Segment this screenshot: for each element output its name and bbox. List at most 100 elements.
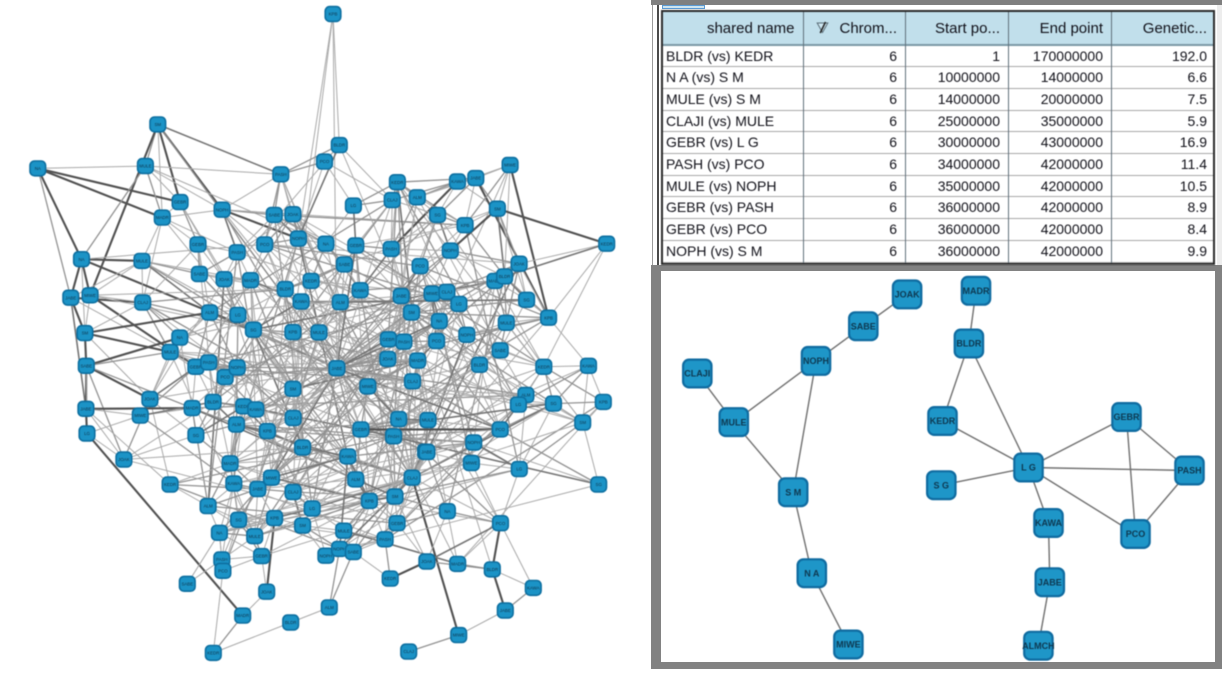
svg-text:MIWE: MIWE xyxy=(504,163,516,168)
svg-text:PASH: PASH xyxy=(385,247,397,252)
svg-text:MIWE: MIWE xyxy=(134,413,146,418)
svg-text:N A: N A xyxy=(804,568,820,578)
svg-text:SM: SM xyxy=(155,122,162,127)
svg-text:SG: SG xyxy=(550,401,557,406)
svg-text:MADR: MADR xyxy=(236,613,249,618)
svg-text:NOPH: NOPH xyxy=(460,332,473,337)
svg-text:BLDR: BLDR xyxy=(486,567,498,572)
svg-text:LG: LG xyxy=(309,506,315,511)
svg-text:PCO: PCO xyxy=(415,264,425,269)
svg-text:KAWA: KAWA xyxy=(1035,518,1063,528)
svg-text:SG: SG xyxy=(434,213,441,218)
svg-text:JOAK: JOAK xyxy=(261,589,273,594)
svg-text:BLDR: BLDR xyxy=(956,339,981,349)
svg-text:JOAK: JOAK xyxy=(513,261,525,266)
svg-text:SM: SM xyxy=(299,523,306,528)
svg-text:KPB: KPB xyxy=(365,499,374,504)
svg-text:SG: SG xyxy=(523,297,530,302)
svg-text:MIWE: MIWE xyxy=(426,291,438,296)
svg-text:PASH: PASH xyxy=(203,360,215,365)
svg-text:GEBR: GEBR xyxy=(355,427,367,432)
svg-text:KEDR: KEDR xyxy=(164,482,176,487)
svg-text:JOAK: JOAK xyxy=(894,290,920,300)
svg-text:SABE: SABE xyxy=(347,550,359,555)
svg-text:MADR: MADR xyxy=(156,215,169,220)
svg-text:NOPH: NOPH xyxy=(333,547,346,552)
svg-text:JOAK: JOAK xyxy=(382,357,394,362)
svg-text:CLAJ: CLAJ xyxy=(137,300,148,305)
svg-text:JABE: JABE xyxy=(331,366,342,371)
svg-text:MADR: MADR xyxy=(186,406,199,411)
svg-text:JABE: JABE xyxy=(500,608,511,613)
svg-text:KAWA: KAWA xyxy=(527,586,540,591)
svg-text:JOAK: JOAK xyxy=(421,559,433,564)
svg-text:MIWE: MIWE xyxy=(84,293,96,298)
svg-text:PCO: PCO xyxy=(218,568,228,573)
svg-text:NA: NA xyxy=(323,241,329,246)
svg-text:KEDR: KEDR xyxy=(384,576,396,581)
svg-text:BLDR: BLDR xyxy=(474,362,486,367)
svg-text:KPB: KPB xyxy=(263,429,272,434)
svg-text:MADR: MADR xyxy=(244,278,257,283)
svg-text:MULE: MULE xyxy=(249,534,261,539)
svg-text:KPB: KPB xyxy=(289,330,298,335)
svg-text:PCO: PCO xyxy=(1125,529,1145,539)
svg-text:NOPH: NOPH xyxy=(802,356,828,366)
svg-text:SG: SG xyxy=(235,517,242,522)
svg-text:GEBR: GEBR xyxy=(1113,412,1140,422)
svg-text:KAWA: KAWA xyxy=(451,179,464,184)
svg-text:MIWE: MIWE xyxy=(836,640,861,650)
svg-text:KPB: KPB xyxy=(270,516,279,521)
svg-text:SM: SM xyxy=(290,386,297,391)
svg-text:MADR: MADR xyxy=(224,461,237,466)
svg-text:NOPH: NOPH xyxy=(467,440,480,445)
svg-text:MIWE: MIWE xyxy=(465,461,477,466)
svg-text:KPB: KPB xyxy=(461,223,470,228)
svg-text:LG: LG xyxy=(516,467,522,472)
svg-text:MADR: MADR xyxy=(411,358,424,363)
svg-text:NA: NA xyxy=(78,257,84,262)
svg-text:PCO: PCO xyxy=(495,427,505,432)
svg-text:GEBR: GEBR xyxy=(255,554,267,559)
svg-text:JABE: JABE xyxy=(470,176,481,181)
svg-text:GEBR: GEBR xyxy=(350,243,362,248)
svg-text:KPB: KPB xyxy=(599,400,608,405)
svg-text:NA: NA xyxy=(35,166,41,171)
svg-text:MIWE: MIWE xyxy=(266,475,278,480)
svg-text:KEDR: KEDR xyxy=(207,651,219,656)
svg-text:MULE: MULE xyxy=(139,164,151,169)
svg-text:PCO: PCO xyxy=(320,159,330,164)
svg-text:KAWA: KAWA xyxy=(354,288,367,293)
svg-text:KAWA: KAWA xyxy=(582,363,595,368)
svg-text:KEDR: KEDR xyxy=(929,416,955,426)
svg-text:ALM: ALM xyxy=(325,605,334,610)
svg-text:JABE: JABE xyxy=(80,406,91,411)
svg-text:PCO: PCO xyxy=(260,242,270,247)
svg-text:CLAJI: CLAJI xyxy=(684,369,710,379)
svg-text:ALM: ALM xyxy=(336,300,345,305)
svg-text:KAWA: KAWA xyxy=(295,299,308,304)
svg-text:PASH: PASH xyxy=(231,250,243,255)
svg-text:MULE: MULE xyxy=(136,259,148,264)
svg-text:KEDR: KEDR xyxy=(305,279,317,284)
svg-text:PASH: PASH xyxy=(216,557,228,562)
svg-text:GEBR: GEBR xyxy=(382,337,394,342)
svg-text:MULE: MULE xyxy=(164,350,176,355)
svg-text:MULE: MULE xyxy=(721,417,747,427)
svg-text:SM: SM xyxy=(408,310,415,315)
svg-text:PASH: PASH xyxy=(379,537,391,542)
svg-text:NA: NA xyxy=(436,319,442,324)
svg-text:GEBR: GEBR xyxy=(174,200,186,205)
svg-text:JOAK: JOAK xyxy=(218,277,230,282)
svg-text:NA: NA xyxy=(396,417,402,422)
svg-text:ALM: ALM xyxy=(204,504,213,509)
svg-text:SABE: SABE xyxy=(194,272,206,277)
svg-text:GEBR: GEBR xyxy=(192,242,204,247)
svg-text:NA: NA xyxy=(216,530,222,535)
svg-text:MADR: MADR xyxy=(451,562,464,567)
svg-text:NOPH: NOPH xyxy=(320,553,333,558)
svg-text:NA: NA xyxy=(177,335,183,340)
svg-text:SG: SG xyxy=(193,433,200,438)
svg-text:BLDR: BLDR xyxy=(297,445,309,450)
svg-text:ALMCH: ALMCH xyxy=(1022,641,1055,651)
